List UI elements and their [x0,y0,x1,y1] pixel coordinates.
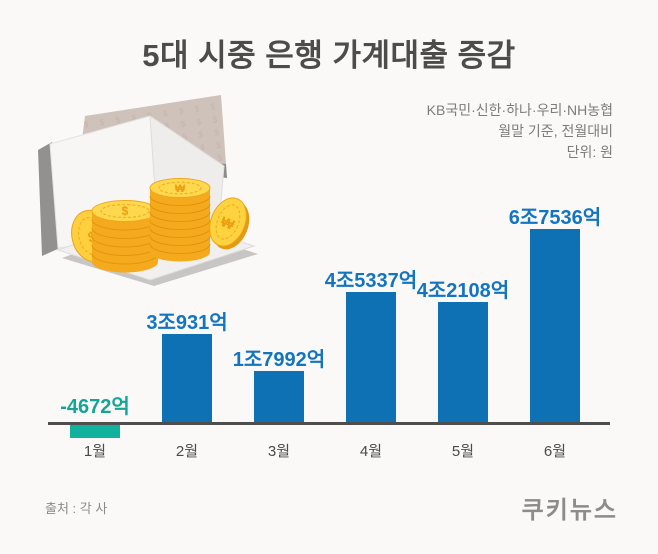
source-credit: 출처 : 각 사 [45,501,108,516]
page-title: 5대 시중 은행 가계대출 증감 [142,38,516,73]
x-tick-label: 2월 [175,443,199,460]
bar-month-4 [346,292,396,422]
subtitle-unit: 단위: 원 [566,144,613,160]
bar-month-1 [70,425,120,438]
svg-text:$: $ [122,204,129,218]
chart-subtitle: KB국민·신한·하나·우리·NH농협 월말 기준, 전월대비 단위: 원 [427,100,613,163]
bar-value-label: 6조7536억 [508,207,602,229]
bar-month-5 [438,302,488,422]
bar-value-label: 3조931억 [146,312,228,334]
x-tick-label: 5월 [451,443,475,460]
x-axis-line [48,422,610,425]
coin-stack-center: ₩ [149,178,211,262]
svg-text:₩: ₩ [175,183,186,195]
x-tick-label: 1월 [83,443,107,460]
subtitle-basis: 월말 기준, 전월대비 [498,123,613,139]
x-tick-label: 4월 [359,443,383,460]
leaning-coin-right: ₩ [209,197,250,250]
bar-month-6 [530,229,580,422]
passbook-with-coins-illustration: $ $ [38,95,258,286]
bar-value-label: 4조2108억 [416,280,510,302]
bar-month-3 [254,371,304,422]
bar-value-label: 4조5337억 [324,270,418,292]
subtitle-banks: KB국민·신한·하나·우리·NH농협 [426,102,613,118]
bar-month-2 [162,334,212,422]
bar-value-label: 1조7992억 [232,349,326,371]
bar-value-label: -4672억 [60,396,130,418]
x-tick-label: 6월 [543,443,567,460]
x-tick-label: 3월 [267,443,291,460]
kukinews-logo: 쿠키뉴스 [521,497,618,524]
